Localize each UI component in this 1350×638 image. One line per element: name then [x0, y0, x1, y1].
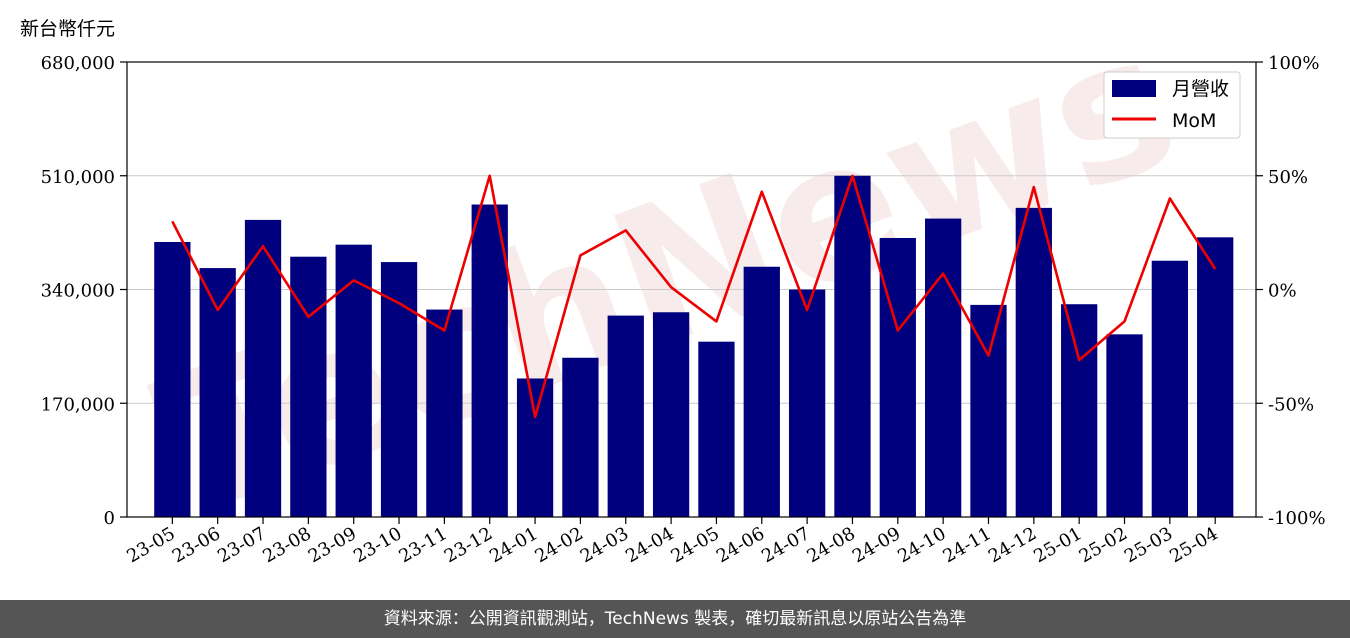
x-tick-label: 24-05 [667, 523, 722, 567]
bar-25-04 [1197, 237, 1234, 517]
x-tick-label: 24-03 [577, 523, 632, 567]
bar-24-06 [743, 266, 780, 517]
x-tick-label: 25-02 [1076, 523, 1131, 567]
x-tick-label: 24-08 [804, 523, 859, 567]
x-tick-label: 23-06 [169, 523, 224, 567]
x-tick-label: 24-06 [713, 523, 768, 567]
bar-23-11 [426, 309, 463, 517]
bar-24-11 [970, 304, 1007, 517]
left-tick-label: 170,000 [41, 394, 115, 415]
left-tick-label: 340,000 [41, 281, 115, 302]
left-tick-label: 510,000 [41, 167, 115, 188]
bar-25-03 [1151, 260, 1188, 517]
bar-24-07 [788, 289, 826, 517]
legend-label-mom: MoM [1172, 110, 1216, 132]
bar-23-05 [154, 241, 191, 517]
left-axis-unit-label: 新台幣仟元 [20, 18, 116, 40]
bar-24-02 [562, 357, 599, 517]
bar-23-12 [471, 204, 508, 517]
bar-24-08 [834, 175, 871, 517]
right-tick-label: -50% [1268, 394, 1314, 415]
bar-24-04 [652, 312, 690, 517]
right-tick-label: 100% [1268, 53, 1319, 74]
x-tick-label: 24-07 [758, 523, 813, 567]
right-y-axis: -100% -50% 0% 50% 100% [1256, 53, 1326, 529]
legend-label-revenue: 月營收 [1172, 78, 1229, 100]
x-tick-label: 23-11 [395, 523, 450, 567]
x-tick-label: 25-04 [1166, 523, 1221, 567]
x-tick-label: 24-02 [531, 523, 586, 567]
bar-series [154, 175, 1234, 518]
mom-line [171, 174, 1217, 419]
x-tick-label: 23-05 [123, 523, 178, 567]
bar-24-05 [698, 341, 735, 517]
footer-source-note: 資料來源：公開資訊觀測站，TechNews 製表，確切最新訊息以原站公告為準 [0, 600, 1350, 638]
x-tick-label: 24-10 [894, 523, 949, 567]
x-tick-label: 24-12 [985, 523, 1040, 567]
mom-line-series [171, 174, 1217, 419]
bar-23-10 [380, 262, 418, 517]
x-tick-label: 23-09 [305, 523, 360, 567]
left-tick-label: 680,000 [41, 53, 115, 74]
bar-25-01 [1061, 304, 1098, 517]
right-tick-label: 50% [1268, 167, 1308, 188]
x-tick-label: 24-04 [622, 523, 677, 567]
bar-24-03 [607, 315, 644, 517]
x-tick-label: 24-11 [940, 523, 995, 567]
bar-23-06 [199, 268, 236, 517]
legend: 月營收 MoM [1103, 71, 1241, 139]
bar-24-12 [1015, 207, 1052, 517]
bar-25-02 [1106, 334, 1143, 517]
x-tick-label: 25-01 [1030, 523, 1085, 567]
left-tick-label: 0 [104, 508, 115, 529]
right-tick-label: 0% [1268, 281, 1297, 302]
right-tick-label: -100% [1268, 508, 1326, 529]
bar-24-09 [879, 237, 916, 517]
bar-24-01 [516, 378, 554, 517]
bar-24-10 [925, 218, 962, 517]
x-tick-label: 24-01 [486, 523, 541, 567]
left-y-axis: 0 170,000 340,000 510,000 680,000 [41, 53, 127, 529]
x-tick-label: 24-09 [849, 523, 904, 567]
bar-23-07 [244, 219, 282, 518]
x-tick-label: 23-12 [441, 523, 496, 567]
legend-bar-swatch [1112, 80, 1156, 97]
x-tick-label: 23-10 [350, 523, 405, 567]
x-tick-label: 25-03 [1121, 523, 1176, 567]
